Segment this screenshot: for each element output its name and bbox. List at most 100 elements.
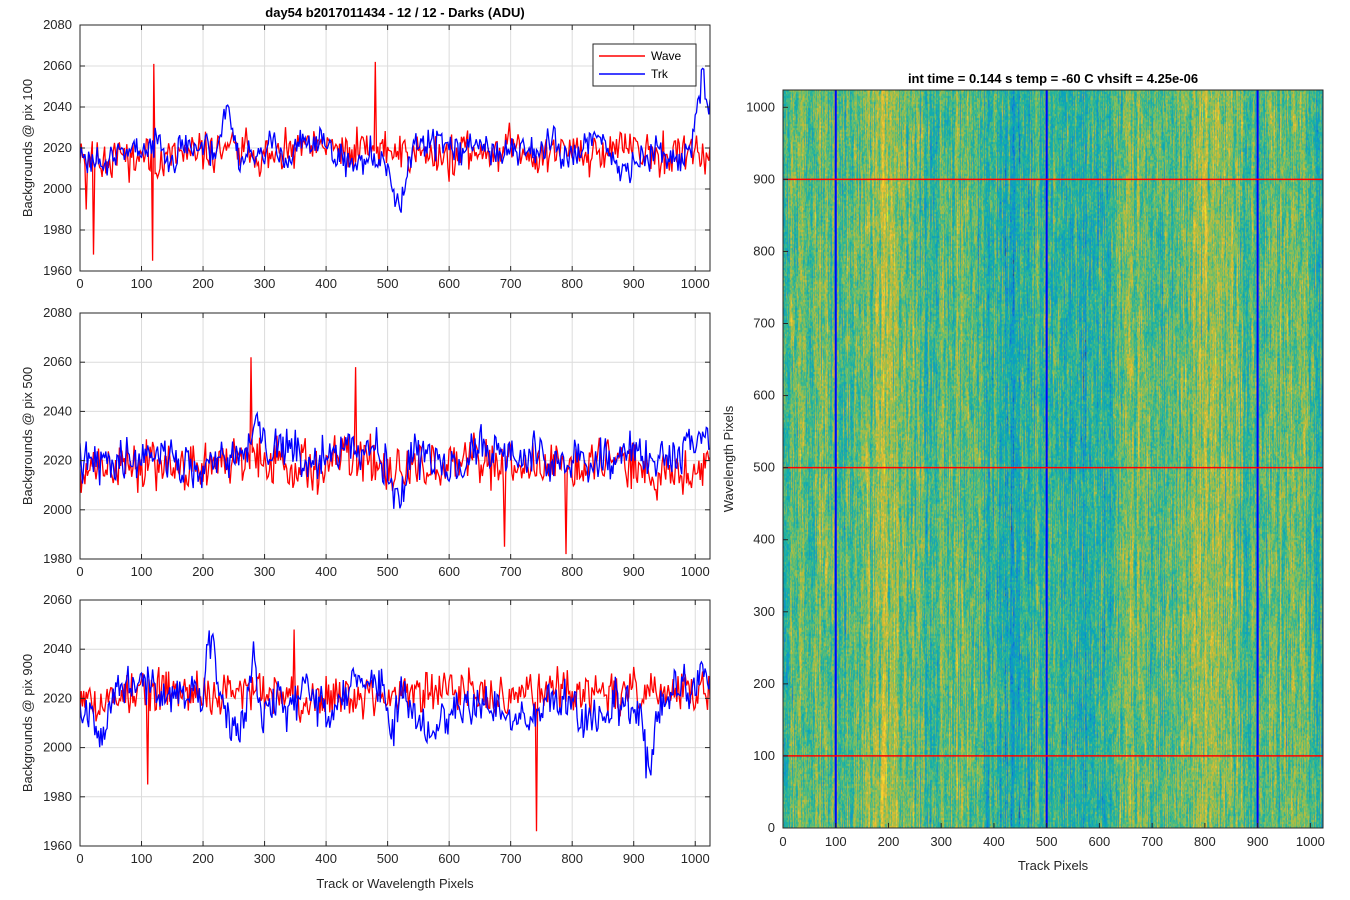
y-axis-label: Backgrounds @ pix 500 xyxy=(20,367,35,505)
x-tick-label: 900 xyxy=(623,851,645,866)
x-tick-label: 600 xyxy=(438,564,460,579)
y-tick-label: 1000 xyxy=(746,99,775,114)
series-line-trk xyxy=(80,67,710,213)
x-tick-label: 900 xyxy=(623,564,645,579)
x-tick-label: 100 xyxy=(131,851,153,866)
y-tick-label: 2060 xyxy=(43,592,72,607)
x-tick-label: 800 xyxy=(1194,834,1216,849)
x-tick-label: 200 xyxy=(192,564,214,579)
y-tick-label: 2040 xyxy=(43,641,72,656)
y-tick-label: 2080 xyxy=(43,17,72,32)
axes-frame xyxy=(782,89,1324,829)
axes-frame xyxy=(79,312,711,560)
x-tick-label: 700 xyxy=(500,851,522,866)
y-axis-label: Backgrounds @ pix 900 xyxy=(20,654,35,792)
series-line-wave xyxy=(80,629,710,832)
series-line-wave xyxy=(80,357,710,555)
y-tick-label: 2040 xyxy=(43,403,72,418)
y-tick-label: 100 xyxy=(753,748,775,763)
chart-image: 0 100 200 300 400 500 600 700 800 900 1000 0 100 200 3… xyxy=(721,71,1325,873)
y-tick-label: 2060 xyxy=(43,354,72,369)
x-tick-label: 700 xyxy=(500,276,522,291)
y-tick-label: 200 xyxy=(753,676,775,691)
x-tick-label: 1000 xyxy=(1296,834,1325,849)
heatmap-canvas xyxy=(783,90,1323,828)
x-tick-label: 1000 xyxy=(681,564,710,579)
y-tick-label: 2080 xyxy=(43,305,72,320)
plot-area xyxy=(80,313,710,559)
y-tick-label: 1980 xyxy=(43,551,72,566)
x-tick-label: 200 xyxy=(192,276,214,291)
y-tick-label: 1980 xyxy=(43,789,72,804)
x-tick-label: 300 xyxy=(254,851,276,866)
x-tick-label: 400 xyxy=(315,564,337,579)
y-tick-label: 2040 xyxy=(43,99,72,114)
y-tick-label: 2060 xyxy=(43,58,72,73)
y-tick-label: 2020 xyxy=(43,140,72,155)
y-tick-label: 700 xyxy=(753,316,775,331)
y-tick-label: 2000 xyxy=(43,740,72,755)
x-tick-label: 900 xyxy=(623,276,645,291)
x-tick-label: 100 xyxy=(131,276,153,291)
x-tick-label: 700 xyxy=(500,564,522,579)
legend-box xyxy=(592,43,697,87)
x-tick-label: 500 xyxy=(377,851,399,866)
y-tick-label: 2000 xyxy=(43,502,72,517)
chart-pix-900: 0 100 200 300 400 500 600 700 800 900 1000 1960 1980… xyxy=(20,592,711,891)
legend-label-wave: Wave xyxy=(651,49,682,63)
heatmap-image xyxy=(783,90,1323,828)
legend-label-trk: Trk xyxy=(651,67,669,81)
y-tick-label: 2000 xyxy=(43,181,72,196)
x-tick-label: 600 xyxy=(438,276,460,291)
x-tick-label: 0 xyxy=(76,851,83,866)
y-tick-label: 2020 xyxy=(43,453,72,468)
x-tick-label: 300 xyxy=(254,276,276,291)
chart-pix-100: 0 100 200 300 400 500 600 700 800 900 1000 1960 1980… xyxy=(20,17,711,291)
y-tick-label: 1960 xyxy=(43,838,72,853)
x-tick-label: 1000 xyxy=(681,851,710,866)
x-tick-label: 0 xyxy=(779,834,786,849)
x-tick-label: 100 xyxy=(825,834,847,849)
y-tick-label: 900 xyxy=(753,171,775,186)
x-tick-label: 200 xyxy=(192,851,214,866)
y-tick-label: 800 xyxy=(753,243,775,258)
x-tick-label: 0 xyxy=(76,276,83,291)
x-tick-label: 500 xyxy=(1036,834,1058,849)
x-tick-label: 500 xyxy=(377,276,399,291)
x-tick-label: 200 xyxy=(878,834,900,849)
x-tick-label: 600 xyxy=(1089,834,1111,849)
y-tick-label: 500 xyxy=(753,460,775,475)
x-tick-label: 100 xyxy=(131,564,153,579)
y-tick-label: 2020 xyxy=(43,690,72,705)
y-tick-label: 400 xyxy=(753,532,775,547)
y-tick-label: 600 xyxy=(753,388,775,403)
image-title: int time = 0.144 s temp = -60 C vhsift =… xyxy=(908,71,1198,86)
figure-title: day54 b2017011434 - 12 / 12 - Darks (ADU… xyxy=(265,5,524,20)
y-tick-label: 300 xyxy=(753,604,775,619)
x-tick-label: 600 xyxy=(438,851,460,866)
x-tick-label: 0 xyxy=(76,564,83,579)
y-tick-label: 1980 xyxy=(43,222,72,237)
y-tick-label: 0 xyxy=(768,820,775,835)
axes-frame xyxy=(79,599,711,847)
y-axis-label: Wavelength Pixels xyxy=(721,405,736,512)
x-tick-label: 800 xyxy=(561,564,583,579)
x-tick-label: 400 xyxy=(983,834,1005,849)
x-tick-label: 800 xyxy=(561,851,583,866)
x-tick-label: 1000 xyxy=(681,276,710,291)
y-axis-label: Backgrounds @ pix 100 xyxy=(20,79,35,217)
x-tick-label: 700 xyxy=(1141,834,1163,849)
x-tick-label: 400 xyxy=(315,276,337,291)
x-tick-label: 300 xyxy=(930,834,952,849)
series-line-trk xyxy=(80,410,710,509)
x-tick-label: 400 xyxy=(315,851,337,866)
chart-pix-500: 0 100 200 300 400 500 600 700 800 900 1000 1980 2000… xyxy=(20,305,711,579)
y-tick-label: 1960 xyxy=(43,263,72,278)
series-line-trk xyxy=(80,630,710,779)
x-tick-label: 300 xyxy=(254,564,276,579)
x-tick-label: 500 xyxy=(377,564,399,579)
x-axis-label: Track or Wavelength Pixels xyxy=(316,876,474,891)
x-tick-label: 900 xyxy=(1247,834,1269,849)
x-tick-label: 800 xyxy=(561,276,583,291)
